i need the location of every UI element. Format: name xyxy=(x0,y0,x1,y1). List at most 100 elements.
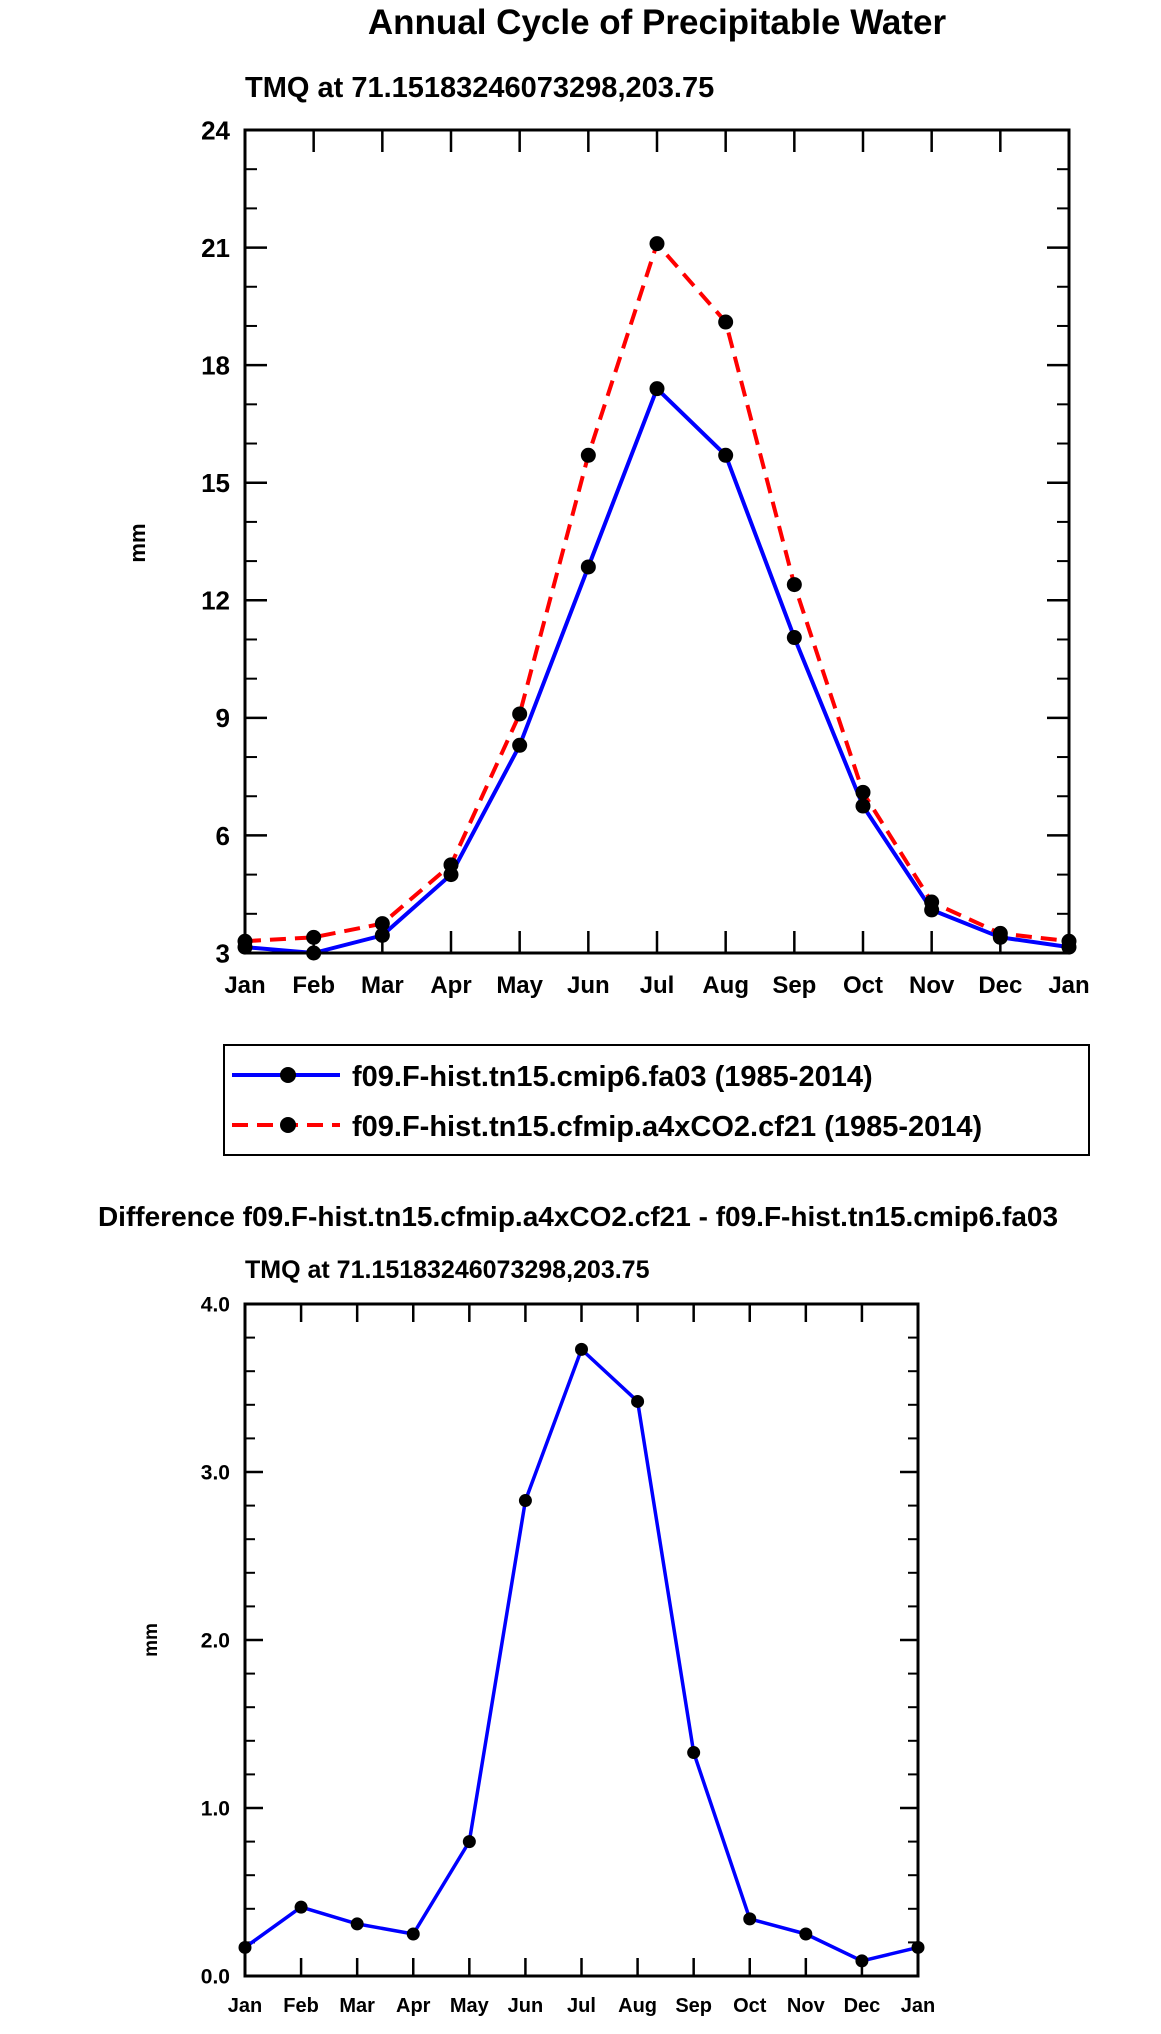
y-tick-label: 3 xyxy=(216,938,230,968)
y-tick-label: 1.0 xyxy=(201,1798,230,1821)
data-point xyxy=(855,784,871,800)
data-point xyxy=(687,1746,701,1760)
bottom-series-lines xyxy=(243,1347,919,1963)
data-point xyxy=(855,1954,869,1968)
x-tick-label: Jul xyxy=(567,1995,596,2017)
x-tick-label: Jul xyxy=(640,972,675,999)
difference-chart: Difference f09.F-hist.tn15.cfmip.a4xCO2.… xyxy=(98,1201,1058,2017)
x-tick-label: Sep xyxy=(675,1995,712,2017)
data-point xyxy=(649,236,665,252)
data-point xyxy=(649,381,665,397)
data-point xyxy=(992,925,1008,941)
data-point xyxy=(512,737,528,753)
y-tick-label: 3.0 xyxy=(201,1462,230,1485)
top-chart-ylabel: mm xyxy=(125,523,150,562)
series-line-1 xyxy=(244,241,1070,944)
data-point xyxy=(580,559,596,575)
x-tick-label: Oct xyxy=(843,972,883,999)
bottom-x-tick-labels: Jan Feb Mar Apr May Jun Jul Aug Sep Oct Nov Dec Jan xyxy=(228,1995,935,2017)
y-tick-label: 9 xyxy=(216,703,230,733)
data-point xyxy=(350,1917,364,1931)
top-plot-frame xyxy=(243,128,1071,955)
data-point xyxy=(718,447,734,463)
top-chart-title: Annual Cycle of Precipitable Water xyxy=(368,3,947,42)
annual-cycle-chart: Annual Cycle of Precipitable Water TMQ a… xyxy=(125,3,1090,1156)
y-tick-label: 18 xyxy=(201,351,230,381)
bottom-chart-subtitle: TMQ at 71.15183246073298,203.75 xyxy=(245,1256,650,1284)
data-point xyxy=(580,447,596,463)
legend-entry-cmip6: f09.F-hist.tn15.cmip6.fa03 (1985-2014) xyxy=(232,1061,873,1093)
x-tick-label: Dec xyxy=(978,972,1022,999)
x-tick-label: Jan xyxy=(1048,972,1089,999)
x-tick-label: Jan xyxy=(228,1995,262,2017)
top-axis-ticks xyxy=(243,128,1071,955)
bottom-plot-frame xyxy=(243,1302,920,1978)
top-series-markers xyxy=(237,236,1077,961)
data-point xyxy=(786,577,802,593)
data-point xyxy=(575,1342,588,1356)
y-tick-label: 24 xyxy=(201,115,230,145)
data-point xyxy=(306,929,322,945)
x-tick-label: Feb xyxy=(292,972,335,999)
top-chart-legend: f09.F-hist.tn15.cmip6.fa03 (1985-2014) f… xyxy=(223,1044,1090,1156)
bottom-axis-ticks xyxy=(243,1302,920,1978)
top-x-tick-labels: Jan Feb Mar Apr May Jun Jul Aug Sep Oct Nov Dec Jan xyxy=(224,972,1089,999)
top-y-tick-labels: 3 6 9 12 15 18 21 24 xyxy=(201,115,230,968)
x-tick-label: Nov xyxy=(787,1995,826,2017)
data-point xyxy=(443,857,459,873)
legend-swatch-cmip6-marker xyxy=(280,1067,296,1083)
data-point xyxy=(294,1900,308,1914)
y-tick-label: 2.0 xyxy=(201,1630,230,1653)
series-line-0 xyxy=(243,1347,919,1963)
y-tick-label: 15 xyxy=(201,468,230,498)
series-line-0 xyxy=(244,386,1070,955)
top-series-lines xyxy=(244,241,1070,955)
x-tick-label: Apr xyxy=(430,972,471,999)
x-tick-label: Jan xyxy=(901,1995,935,2017)
bottom-y-tick-labels: 0.0 1.0 2.0 3.0 4.0 xyxy=(201,1294,230,1989)
legend-label-a4xco2: f09.F-hist.tn15.cfmip.a4xCO2.cf21 (1985-… xyxy=(352,1111,982,1143)
x-tick-label: Jun xyxy=(567,972,610,999)
data-point xyxy=(512,706,528,722)
data-point xyxy=(855,798,871,814)
bottom-chart-ylabel: mm xyxy=(141,1623,162,1657)
x-tick-label: Mar xyxy=(339,1995,375,2017)
x-tick-label: Feb xyxy=(283,1995,319,2017)
legend-swatch-a4xco2-marker xyxy=(280,1117,296,1133)
x-tick-label: Mar xyxy=(361,972,404,999)
x-tick-label: Jun xyxy=(508,1995,544,2017)
data-point xyxy=(743,1912,757,1926)
x-tick-label: Oct xyxy=(733,1995,767,2017)
y-tick-label: 12 xyxy=(201,586,230,616)
data-point xyxy=(786,630,802,646)
x-tick-label: May xyxy=(450,1995,490,2017)
data-point xyxy=(374,927,390,943)
top-chart-subtitle: TMQ at 71.15183246073298,203.75 xyxy=(245,72,714,104)
x-tick-label: Apr xyxy=(396,1995,431,2017)
data-point xyxy=(518,1494,532,1508)
data-point xyxy=(631,1394,645,1408)
x-tick-label: Nov xyxy=(909,972,955,999)
legend-label-cmip6: f09.F-hist.tn15.cmip6.fa03 (1985-2014) xyxy=(352,1061,873,1093)
data-point xyxy=(799,1927,813,1941)
bottom-series-markers xyxy=(238,1342,925,1968)
legend-box xyxy=(223,1044,1090,1156)
x-tick-label: Jan xyxy=(224,972,265,999)
legend-entry-a4xco2: f09.F-hist.tn15.cfmip.a4xCO2.cf21 (1985-… xyxy=(232,1111,982,1143)
data-point xyxy=(374,916,390,932)
x-tick-label: Aug xyxy=(702,972,749,999)
x-tick-label: May xyxy=(496,972,543,999)
data-point xyxy=(924,894,940,910)
data-point xyxy=(718,314,734,330)
y-tick-label: 4.0 xyxy=(201,1294,230,1317)
data-point xyxy=(462,1835,476,1849)
bottom-chart-title: Difference f09.F-hist.tn15.cfmip.a4xCO2.… xyxy=(98,1201,1058,1232)
x-tick-label: Dec xyxy=(844,1995,881,2017)
x-tick-label: Sep xyxy=(772,972,816,999)
x-tick-label: Aug xyxy=(618,1995,657,2017)
y-tick-label: 0.0 xyxy=(201,1966,230,1989)
data-point xyxy=(406,1927,420,1941)
y-tick-label: 21 xyxy=(201,233,230,263)
y-tick-label: 6 xyxy=(216,821,230,851)
